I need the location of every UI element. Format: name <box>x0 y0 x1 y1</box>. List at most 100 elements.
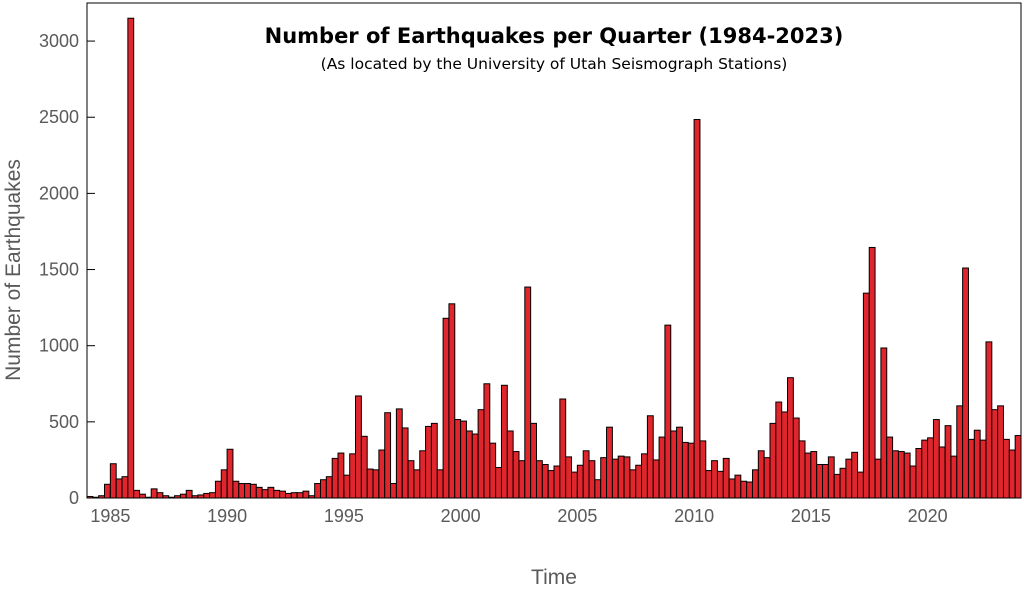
bar <box>273 489 281 499</box>
bar <box>518 460 526 499</box>
bar <box>810 451 818 499</box>
bar <box>822 463 829 499</box>
bar <box>617 455 625 499</box>
bar <box>430 422 438 499</box>
bar <box>746 481 753 499</box>
bar <box>687 442 695 499</box>
bar <box>646 415 654 499</box>
bar <box>757 450 765 499</box>
x-tick-label: 2005 <box>557 506 597 526</box>
bar <box>384 412 392 499</box>
bar <box>798 440 806 499</box>
x-tick-label: 1995 <box>324 506 364 526</box>
chart-subtitle: (As located by the University of Utah Se… <box>321 55 788 73</box>
bar <box>109 463 117 499</box>
bar <box>909 465 917 499</box>
bar <box>594 479 602 499</box>
y-tick-label: 2500 <box>39 107 79 127</box>
bar <box>979 439 987 499</box>
bar <box>390 483 397 499</box>
x-tick-label: 2015 <box>791 506 831 526</box>
bar <box>892 450 899 499</box>
bar <box>897 451 905 499</box>
chart-title: Number of Earthquakes per Quarter (1984-… <box>265 24 844 48</box>
bar <box>436 469 444 499</box>
y-tick-label: 2000 <box>39 183 79 203</box>
bar <box>465 430 473 499</box>
bar <box>296 492 304 499</box>
bar <box>320 479 327 499</box>
bar <box>244 483 251 499</box>
bar <box>349 453 357 499</box>
bar <box>868 246 876 499</box>
bar <box>115 478 123 499</box>
bar <box>407 460 415 499</box>
y-tick-label: 500 <box>49 412 79 432</box>
bar <box>448 303 456 499</box>
bar <box>261 489 269 499</box>
bar <box>699 440 707 499</box>
bar <box>635 464 643 499</box>
bar <box>711 460 718 499</box>
bar <box>833 473 841 499</box>
bar <box>506 430 514 499</box>
bar <box>658 436 666 499</box>
bar <box>565 456 573 499</box>
bar <box>524 286 532 499</box>
bar <box>460 420 467 499</box>
bar <box>547 470 555 499</box>
bar <box>500 384 508 499</box>
bar <box>903 452 911 499</box>
bar <box>973 429 981 499</box>
bar <box>728 478 736 499</box>
bar <box>851 451 859 499</box>
bar <box>284 492 292 499</box>
bar <box>395 408 403 499</box>
bar <box>454 419 462 499</box>
bar <box>997 405 1004 499</box>
bar <box>267 486 275 499</box>
bar <box>652 459 660 499</box>
bar <box>991 409 999 499</box>
bar <box>862 292 870 499</box>
bar <box>670 430 678 499</box>
bar <box>139 493 146 499</box>
bar <box>629 469 637 499</box>
bar <box>179 493 187 499</box>
bar <box>950 455 958 499</box>
bar <box>360 435 368 499</box>
y-tick-label: 1500 <box>39 260 79 280</box>
bar <box>827 456 835 499</box>
bar <box>495 467 502 499</box>
bar <box>279 490 286 499</box>
bar <box>214 480 222 499</box>
bar <box>576 464 584 499</box>
bar <box>425 425 432 499</box>
bar <box>232 480 240 499</box>
bar <box>413 469 421 499</box>
bar <box>944 425 952 499</box>
bar <box>156 492 164 499</box>
bar <box>325 476 333 499</box>
bar <box>967 438 975 499</box>
bar <box>255 486 263 499</box>
bar <box>880 347 888 499</box>
x-tick-label: 1990 <box>207 506 247 526</box>
bar <box>1014 435 1022 499</box>
bar <box>781 411 788 499</box>
bar <box>483 383 491 499</box>
bar <box>845 458 853 499</box>
y-axis-title: Number of Earthquakes <box>2 159 25 381</box>
bar <box>676 426 683 499</box>
bar <box>559 398 567 499</box>
bar <box>378 449 386 499</box>
y-tick-label: 0 <box>69 488 79 508</box>
bar <box>839 467 847 499</box>
y-tick-label: 1000 <box>39 336 79 356</box>
bar <box>681 441 689 499</box>
bar <box>220 469 228 499</box>
bar <box>372 469 380 499</box>
bar <box>471 433 479 499</box>
bar <box>857 471 864 499</box>
bar <box>331 457 339 499</box>
